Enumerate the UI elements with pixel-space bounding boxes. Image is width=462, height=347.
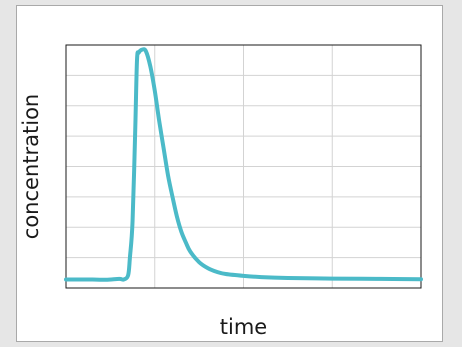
figure-panel: time concentration (16, 5, 443, 342)
x-axis-label: time (220, 315, 267, 339)
line-chart: time concentration (19, 44, 423, 339)
grid (66, 45, 421, 288)
plot-area-frame (65, 44, 422, 289)
y-axis-label: concentration (19, 94, 43, 239)
series-line-concentration (64, 47, 423, 282)
